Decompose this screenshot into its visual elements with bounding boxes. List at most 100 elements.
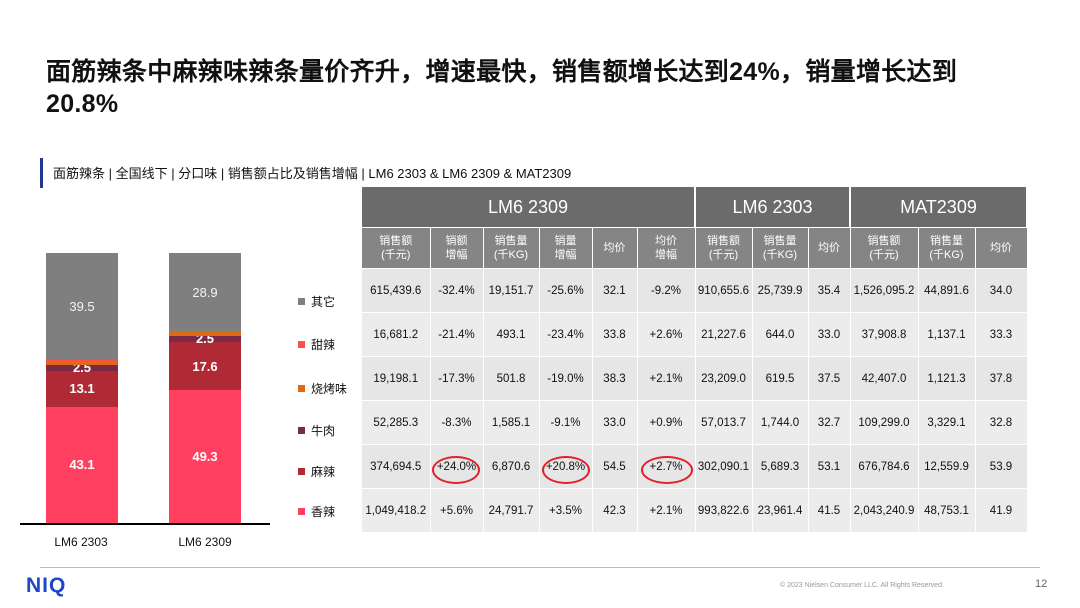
table-cell: 615,439.6 xyxy=(362,268,431,313)
table-cell: 41.5 xyxy=(808,488,851,532)
bar-segment-1-3 xyxy=(169,332,241,336)
table-cell: 37,908.8 xyxy=(850,312,919,357)
table-cell: 42,407.0 xyxy=(850,356,919,401)
table-cell: -32.4% xyxy=(430,268,484,313)
table-cell: 37.8 xyxy=(975,356,1028,401)
bar-segment-0-1: 13.1 xyxy=(46,371,118,407)
bar-value-label: 28.9 xyxy=(192,284,218,300)
group-header-mat2309: MAT2309 xyxy=(850,187,1028,228)
table-cell: 19,151.7 xyxy=(483,268,540,313)
table-cell: 302,090.1 xyxy=(695,444,753,489)
table-cell: 493.1 xyxy=(483,312,540,357)
table-cell: 2,043,240.9 xyxy=(850,488,919,532)
x-tick-label-lm6-2303: LM6 2303 xyxy=(54,535,108,549)
table-cell: 1,137.1 xyxy=(918,312,976,357)
table-cell: 44,891.6 xyxy=(918,268,976,313)
bar-segment-1-4 xyxy=(169,331,241,333)
table-cell: +2.1% xyxy=(637,488,696,532)
page-number: 12 xyxy=(1035,578,1048,590)
bar-segment-0-0: 43.1 xyxy=(46,406,118,523)
table-cell: 16,681.2 xyxy=(362,312,431,357)
legend-item-2: 烧烤味 xyxy=(298,380,347,397)
table-cell: 54.5 xyxy=(592,444,638,489)
table-cell: 23,961.4 xyxy=(752,488,809,532)
column-header-3: 销量 增幅 xyxy=(539,227,593,269)
column-header-7: 销售量 (千KG) xyxy=(752,227,809,269)
highlight-circle xyxy=(542,456,590,484)
legend-label: 牛肉 xyxy=(311,424,336,438)
copyright-text: © 2023 Nielsen Consumer LLC. All Rights … xyxy=(780,582,944,589)
table-cell: 33.0 xyxy=(592,400,638,445)
table-cell: 21,227.6 xyxy=(695,312,753,357)
group-header-lm6-2303: LM6 2303 xyxy=(695,187,851,228)
table-cell: 109,299.0 xyxy=(850,400,919,445)
table-cell: 23,209.0 xyxy=(695,356,753,401)
table-cell: 1,049,418.2 xyxy=(362,488,431,532)
table-cell: 374,694.5 xyxy=(362,444,431,489)
bar-value-label: 39.5 xyxy=(69,298,95,314)
bar-segment-0-4 xyxy=(46,359,118,362)
column-header-10: 销售量 (千KG) xyxy=(918,227,976,269)
table-cell: 1,121.3 xyxy=(918,356,976,401)
table-cell: 993,822.6 xyxy=(695,488,753,532)
page-title: 面筋辣条中麻辣味辣条量价齐升，增速最快，销售额增长达到24%，销量增长达到20.… xyxy=(46,58,958,118)
table-cell: -9.2% xyxy=(637,268,696,313)
highlight-circle xyxy=(641,456,693,484)
legend-label: 其它 xyxy=(311,295,336,309)
table-cell: 37.5 xyxy=(808,356,851,401)
table-cell: +3.5% xyxy=(539,488,593,532)
table-cell: 1,585.1 xyxy=(483,400,540,445)
column-header-4: 均价 xyxy=(592,227,638,269)
table-cell: 24,791.7 xyxy=(483,488,540,532)
table-cell: -19.0% xyxy=(539,356,593,401)
column-header-9: 销售额 (千元) xyxy=(850,227,919,269)
table-cell: -23.4% xyxy=(539,312,593,357)
x-tick-label-lm6-2309: LM6 2309 xyxy=(178,535,232,549)
column-header-8: 均价 xyxy=(808,227,851,269)
legend-label: 烧烤味 xyxy=(311,382,348,396)
table-cell: 1,526,095.2 xyxy=(850,268,919,313)
table-cell: +5.6% xyxy=(430,488,484,532)
legend-swatch xyxy=(298,508,305,515)
table-cell: 25,739.9 xyxy=(752,268,809,313)
bar-segment-0-5: 39.5 xyxy=(46,253,118,360)
sales-data-table: LM6 2309 LM6 2303 MAT2309 销售额 (千元) 销额 增幅 销售量… xyxy=(362,187,1028,532)
bar-segment-0-3 xyxy=(46,361,118,365)
bar-segment-0-2: 2.5 xyxy=(46,360,118,375)
table-cell: 1,744.0 xyxy=(752,400,809,445)
table-cell: 41.9 xyxy=(975,488,1028,532)
table-cell: 6,870.6 xyxy=(483,444,540,489)
table-cell: 910,655.6 xyxy=(695,268,753,313)
table-cell: -25.6% xyxy=(539,268,593,313)
table-row: 52,285.3 -8.3% 1,585.1 -9.1% 33.0 +0.9% 57,013… xyxy=(362,400,1028,445)
legend-swatch xyxy=(298,341,305,348)
bar-segment-1-0: 49.3 xyxy=(169,389,241,523)
legend-label: 香辣 xyxy=(311,505,336,519)
table-cell: 5,689.3 xyxy=(752,444,809,489)
table-cell: 53.9 xyxy=(975,444,1028,489)
legend-swatch xyxy=(298,468,305,475)
table-cell: -9.1% xyxy=(539,400,593,445)
legend-label: 麻辣 xyxy=(311,465,336,479)
bar-value-label: 17.6 xyxy=(192,358,218,374)
column-header-5: 均价 增幅 xyxy=(637,227,696,269)
table-cell: 32.8 xyxy=(975,400,1028,445)
legend-swatch xyxy=(298,385,305,392)
table-cell: 53.1 xyxy=(808,444,851,489)
legend-item-5: 香辣 xyxy=(298,503,335,520)
bar-value-label: 43.1 xyxy=(69,457,95,473)
niq-logo: NIQ xyxy=(26,574,67,597)
table-cell: 33.3 xyxy=(975,312,1028,357)
table-cell: 34.0 xyxy=(975,268,1028,313)
table-row: 16,681.2 -21.4% 493.1 -23.4% 33.8 +2.6% 21,227… xyxy=(362,312,1028,357)
column-header-1: 销额 增幅 xyxy=(430,227,484,269)
table-cell: 644.0 xyxy=(752,312,809,357)
group-header-lm6-2309: LM6 2309 xyxy=(362,187,696,228)
bar-value-label: 49.3 xyxy=(192,448,218,464)
table-cell: 48,753.1 xyxy=(918,488,976,532)
table-cell: 12,559.9 xyxy=(918,444,976,489)
bar-segment-1-5: 28.9 xyxy=(169,253,241,332)
table-cell: 42.3 xyxy=(592,488,638,532)
table-cell: 676,784.6 xyxy=(850,444,919,489)
subtitle-accent-bar xyxy=(40,158,43,188)
